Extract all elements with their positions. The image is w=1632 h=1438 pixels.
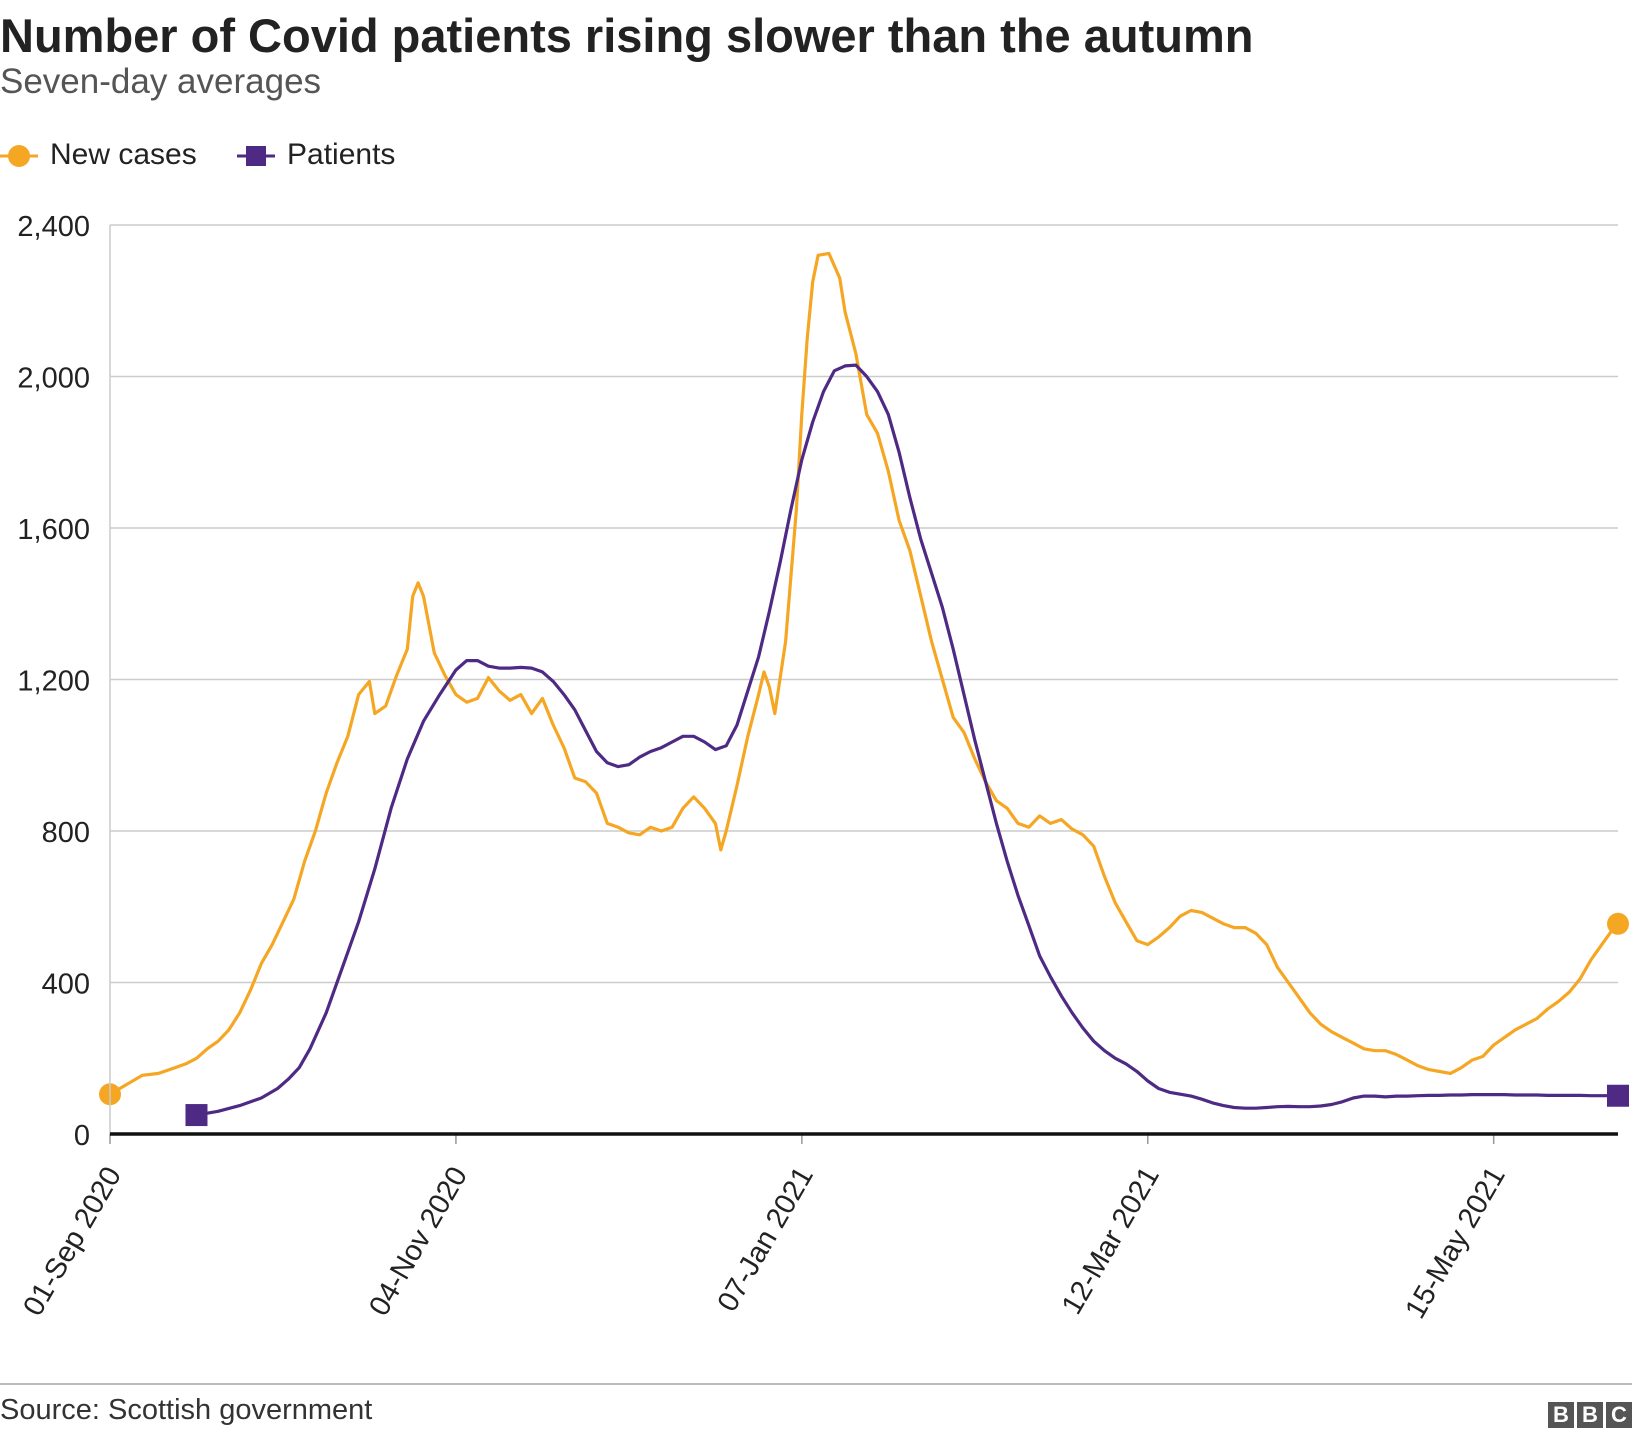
chart-subtitle: Seven-day averages	[0, 62, 322, 101]
legend-square-icon	[237, 146, 275, 166]
line-chart: 0 400 800 1,200 1,600 2,000 2,400 01-Sep 2020 04…	[17, 211, 1629, 1324]
y-tick-label: 2,000	[17, 363, 90, 395]
y-tick-label: 2,400	[17, 211, 90, 243]
bbc-logo: B B C	[1548, 1402, 1632, 1428]
x-tick-label: 01-Sep 2020	[17, 1162, 128, 1322]
series-line-patients	[194, 363, 1620, 1117]
axes: 0 400 800 1,200 1,600 2,000 2,400 01-Sep 2020 04…	[17, 211, 1618, 1324]
x-tick-label: 07-Jan 2021	[712, 1162, 820, 1318]
footer-divider	[0, 1383, 1632, 1385]
patients-start-marker	[185, 1104, 208, 1127]
legend-label-patients: Patients	[287, 138, 396, 171]
gridlines	[110, 224, 1618, 984]
legend-item-patients[interactable]: Patients	[237, 136, 407, 176]
y-tick-label: 1,200	[17, 666, 90, 698]
logo-letter-b1: B	[1548, 1402, 1574, 1428]
legend-item-new-cases[interactable]: New cases	[0, 136, 205, 176]
source-note: Source: Scottish government	[0, 1394, 373, 1426]
y-tick-label: 1,600	[17, 514, 90, 546]
x-tick-label: 12-Mar 2021	[1056, 1162, 1166, 1320]
y-tick-label: 400	[42, 969, 90, 1001]
new-cases-end-marker	[1607, 912, 1629, 935]
chart-title: Number of Covid patients rising slower t…	[0, 9, 1254, 62]
series-line-new-cases	[108, 251, 1620, 1096]
y-tick-label: 0	[74, 1120, 90, 1152]
legend-label-new-cases: New cases	[50, 138, 197, 171]
logo-letter-c: C	[1606, 1402, 1632, 1428]
x-tick-label: 15-May 2021	[1399, 1162, 1511, 1325]
legend-circle-icon	[0, 145, 38, 167]
series-lines	[99, 251, 1629, 1127]
x-tick-label: 04-Nov 2020	[363, 1162, 474, 1322]
logo-letter-b2: B	[1577, 1402, 1603, 1428]
y-tick-label: 800	[42, 817, 90, 849]
patients-end-marker	[1607, 1084, 1629, 1107]
